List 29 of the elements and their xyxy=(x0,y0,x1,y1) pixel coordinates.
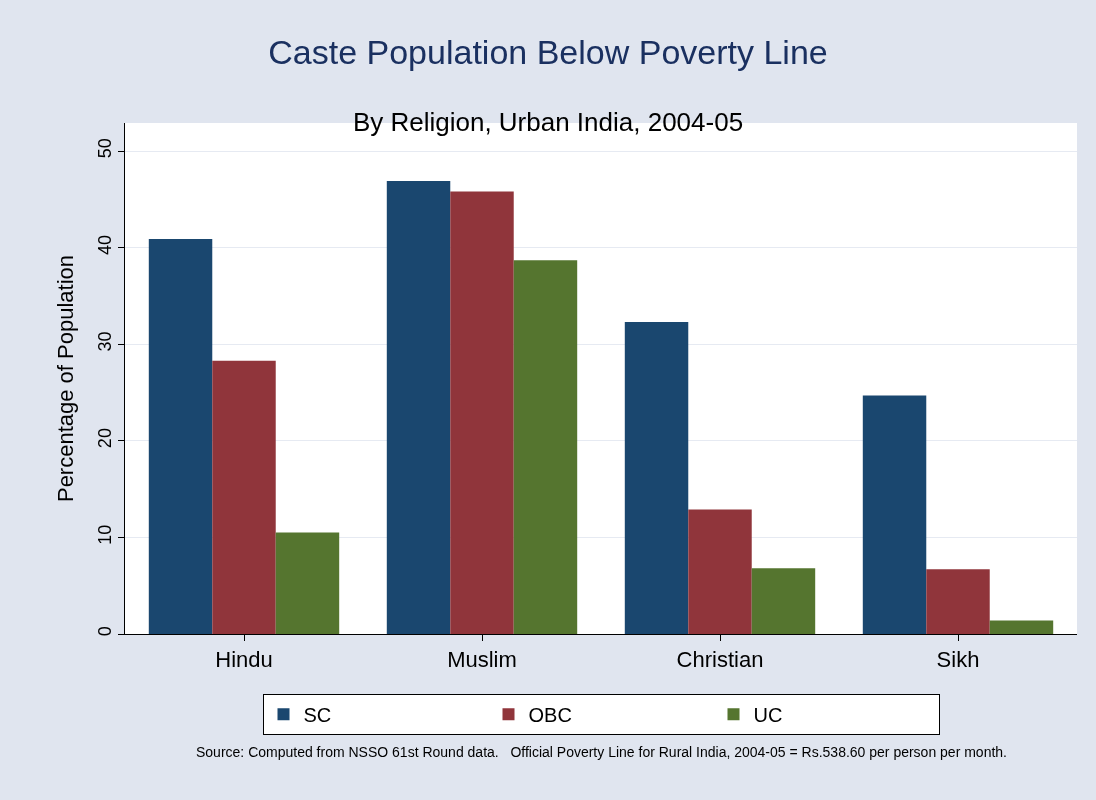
bar xyxy=(513,260,578,634)
x-tick-label: Muslim xyxy=(447,647,517,673)
bar xyxy=(926,569,990,634)
bar xyxy=(386,180,451,634)
y-tick-label: 10 xyxy=(94,524,115,545)
chart-subtitle: By Religion, Urban India, 2004-05 xyxy=(352,106,744,137)
source-note: Source: Computed from NSSO 61st Round data. Official Poverty Line for Rural India, 2004-05 = Rs.538.60 per person per month. xyxy=(196,744,1008,760)
y-axis-title: Percentage of Population xyxy=(52,254,78,503)
x-tick-label: Sikh xyxy=(936,647,980,673)
bar xyxy=(275,532,340,634)
bar xyxy=(212,360,276,634)
bar xyxy=(862,395,927,634)
bar xyxy=(751,568,816,634)
x-tick-label: Christian xyxy=(676,647,764,673)
chart-title: Caste Population Below Poverty Line xyxy=(268,32,828,71)
bar xyxy=(688,509,752,634)
legend-label: OBC xyxy=(528,704,572,727)
y-tick-label: 30 xyxy=(94,331,115,352)
bar xyxy=(450,191,514,634)
y-tick-label: 40 xyxy=(94,234,115,255)
bar xyxy=(624,321,689,634)
x-tick-label: Hindu xyxy=(215,647,273,673)
bar xyxy=(148,238,213,634)
legend-label: SC xyxy=(303,704,332,727)
legend-label: UC xyxy=(753,704,783,727)
y-tick-label: 0 xyxy=(94,626,115,637)
y-tick-label: 50 xyxy=(94,138,115,159)
y-tick-label: 20 xyxy=(94,428,115,449)
bar xyxy=(989,620,1054,634)
